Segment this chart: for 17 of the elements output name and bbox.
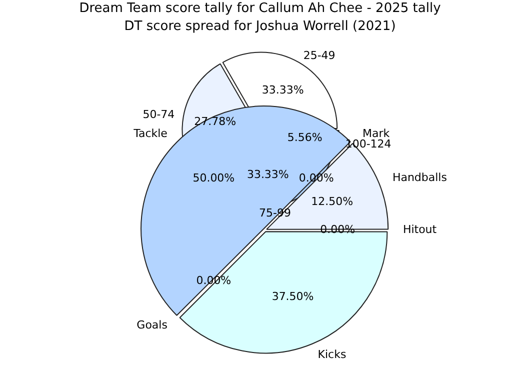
chart-title: DT score spread for Joshua Worrell (2021) (123, 19, 397, 34)
text: 33.33% (262, 83, 304, 96)
slice-label: Kicks (318, 348, 346, 362)
data-label: 37.50% (272, 290, 314, 303)
slice-label: Tackle (132, 127, 168, 140)
category-label: Goals (136, 318, 168, 332)
category-label: 50-74 (142, 108, 175, 122)
slice-label: Handballs (392, 171, 448, 184)
text: 33.33% (246, 168, 289, 181)
chart-title: Dream Team score tally for Callum Ah Chee - 2025 tally (78, 1, 442, 16)
category-label: Mark (362, 127, 390, 140)
category-label: Hitout (402, 222, 437, 236)
text: 5.56% (287, 130, 322, 144)
text: 0.00% (320, 222, 356, 236)
category-label: 25-49 (303, 49, 336, 62)
data-label: 12.50% (311, 195, 354, 208)
data-label: 50.00% (192, 172, 235, 185)
